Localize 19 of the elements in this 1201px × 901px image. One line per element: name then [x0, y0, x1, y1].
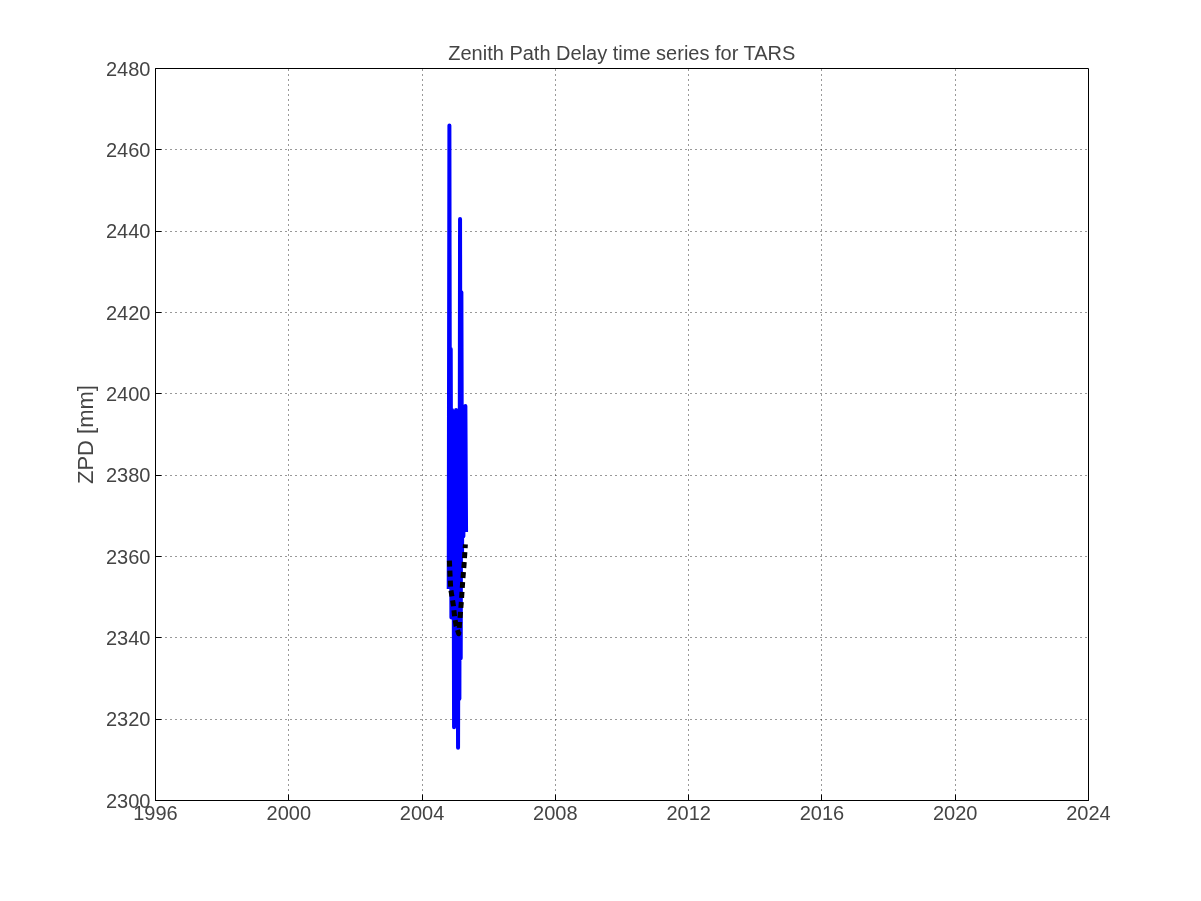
y-tick-label: 2360	[106, 545, 151, 568]
y-tick-label: 2420	[106, 301, 151, 324]
y-axis-title: ZPD [mm]	[73, 384, 99, 484]
x-tick-label: 2004	[399, 801, 445, 824]
y-tick-label: 2380	[106, 464, 151, 487]
y-tick-label: 2400	[106, 382, 151, 405]
y-tick-label: 2480	[106, 57, 151, 80]
y-tick-label: 2440	[106, 220, 151, 243]
x-tick-label: 2012	[666, 801, 711, 824]
y-tick-label: 2320	[106, 708, 151, 731]
chart-title: Zenith Path Delay time series for TARS	[448, 41, 796, 64]
line-series	[446, 123, 469, 750]
x-tick-label: 2016	[799, 801, 845, 824]
y-tick-label: 2460	[106, 138, 151, 161]
x-tick-label: 2024	[1066, 801, 1111, 824]
x-tick-label: 2020	[932, 801, 978, 824]
x-tick-label: 2000	[266, 801, 312, 824]
x-tick-label: 2008	[533, 801, 578, 824]
y-tick-label: 2340	[106, 626, 151, 649]
